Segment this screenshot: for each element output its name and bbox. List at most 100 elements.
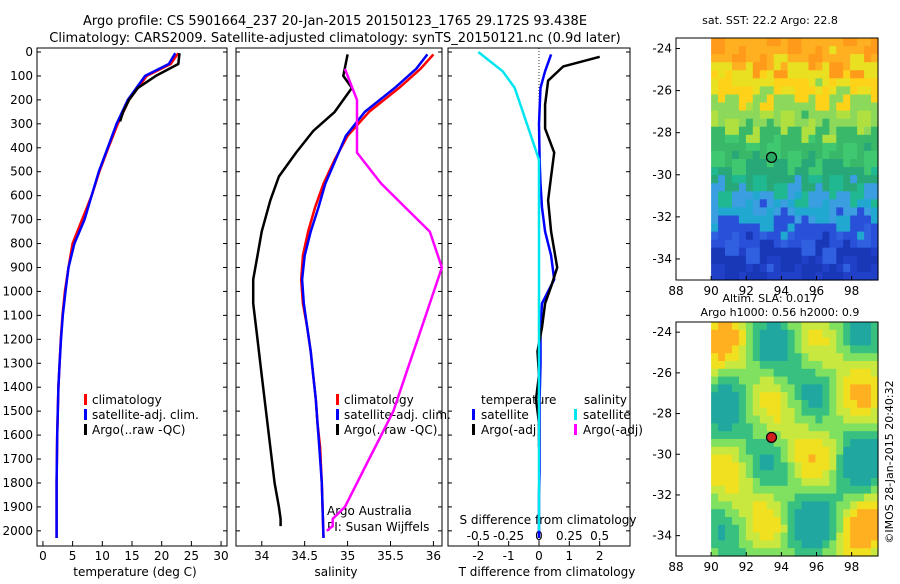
map-cell [857, 38, 865, 47]
map-cell [871, 407, 879, 417]
map-x-tick-label: 94 [774, 560, 789, 574]
map-cell [718, 509, 726, 518]
header-line-2: Climatology: CARS2009. Satellite-adjuste… [49, 31, 621, 46]
map-cell [718, 142, 726, 152]
map-cell [759, 329, 768, 339]
map-cell [725, 223, 733, 233]
map-cell [773, 329, 782, 339]
map-cell [815, 532, 823, 541]
map-cell [850, 517, 858, 526]
map-cell [766, 478, 775, 487]
map-cell [738, 345, 747, 354]
map-cell [822, 470, 830, 479]
map-cell [871, 231, 879, 241]
map-cell [780, 431, 789, 440]
map-cell [745, 509, 754, 518]
map-cell [829, 70, 837, 79]
map-cell [725, 54, 733, 63]
map-cell [787, 462, 796, 471]
map-cell [759, 400, 768, 409]
map-cell [836, 407, 844, 417]
map-cell [732, 345, 740, 354]
map-cell [711, 376, 719, 385]
legend-climatology: climatology [92, 393, 162, 407]
map-cell [836, 439, 844, 448]
map-cell [857, 501, 865, 510]
map-cell [822, 322, 830, 331]
map-cell [829, 46, 837, 55]
map-cell [752, 470, 761, 479]
map-cell [732, 86, 740, 96]
map-cell [829, 454, 837, 463]
map-cell [752, 199, 761, 208]
map-cell [836, 175, 844, 184]
legend-swatch-t-argo [472, 424, 475, 435]
map-cell [815, 199, 823, 208]
map-cell [725, 46, 733, 55]
map-cell [745, 400, 754, 409]
map-cell [822, 199, 830, 208]
map-cell [766, 462, 775, 471]
map-cell [718, 70, 726, 79]
map-cell [766, 329, 775, 339]
map-cell [780, 110, 789, 120]
map-cell [822, 454, 830, 463]
map-cell [745, 392, 754, 401]
map-cell [718, 400, 726, 409]
map-cell [718, 517, 726, 526]
map-cell [822, 509, 830, 518]
map-cell [815, 86, 823, 96]
map-cell [773, 337, 782, 346]
map-cell [864, 524, 872, 534]
map-cell [836, 548, 844, 557]
map-cell [871, 223, 879, 233]
map-cell [745, 493, 754, 502]
map-cell [822, 345, 830, 354]
map-cell [787, 322, 796, 331]
map-cell [871, 532, 879, 541]
map-cell [843, 446, 851, 456]
y-tick-label: 1500 [2, 404, 33, 418]
map-cell [780, 183, 789, 192]
map-cell [822, 384, 830, 393]
legend-t-satellite: satellite [481, 408, 529, 422]
map-cell [815, 62, 823, 71]
map-cell [745, 86, 754, 96]
map-cell [725, 329, 733, 339]
map-cell [752, 548, 761, 557]
map-cell [871, 110, 879, 120]
map-cell [808, 345, 817, 354]
map-cell [794, 361, 803, 370]
map-cell [864, 368, 872, 378]
map-cell [843, 54, 851, 63]
map-cell [794, 454, 803, 463]
map-cell [732, 255, 740, 265]
y-tick-label: 800 [10, 237, 33, 251]
map-cell [773, 431, 782, 440]
map-cell [745, 501, 754, 510]
map-cell [836, 70, 844, 79]
map-cell [738, 431, 747, 440]
map-cell [780, 368, 789, 378]
map-cell [808, 215, 817, 225]
series-line-argo-adj- [325, 68, 444, 532]
map-cell [766, 501, 775, 510]
map-cell [836, 415, 844, 424]
map-cell [864, 247, 872, 257]
map-cell [738, 423, 747, 432]
map-cell [808, 167, 817, 176]
map-cell [808, 271, 817, 281]
map-cell [843, 191, 851, 200]
map-cell [711, 485, 719, 495]
x-tick-label: 1 [566, 549, 574, 563]
map-cell [871, 126, 879, 136]
map-cell [780, 376, 789, 385]
map-cell [773, 532, 782, 541]
map-cell [718, 540, 726, 549]
map-cell [711, 439, 719, 448]
map-cell [773, 54, 782, 63]
map-cell [738, 134, 747, 144]
map-cell [780, 86, 789, 96]
map-cell [829, 62, 837, 71]
map-cell [850, 532, 858, 541]
